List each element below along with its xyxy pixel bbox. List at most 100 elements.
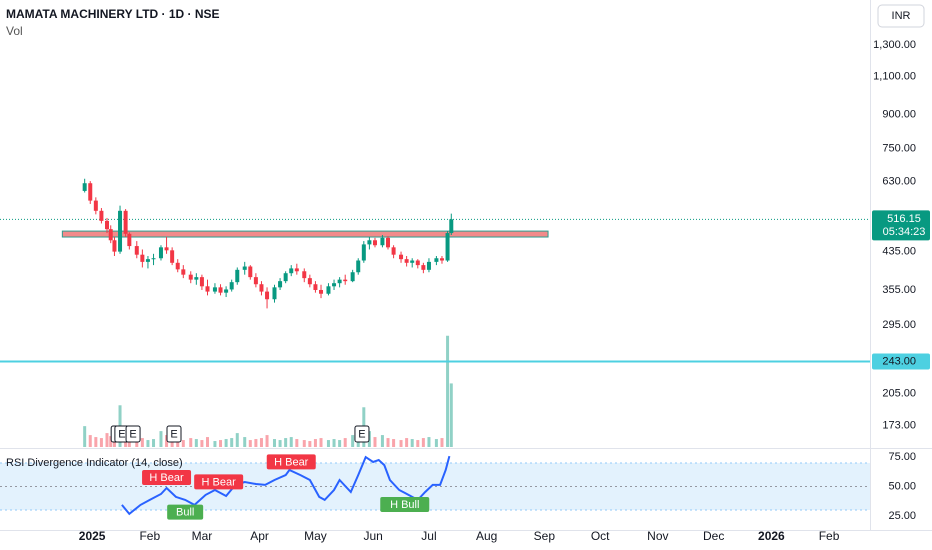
volume-bar — [302, 440, 306, 447]
candle-body — [140, 254, 145, 262]
volume-bar — [194, 439, 198, 447]
volume-bar — [248, 440, 252, 447]
y-tick-label: 75.00 — [888, 451, 916, 463]
candle-body — [313, 284, 318, 290]
candle-body — [439, 258, 444, 261]
candle-body — [289, 268, 294, 274]
y-tick-label: 630.00 — [882, 176, 916, 188]
candle-body — [337, 279, 342, 284]
signal-label: H Bull — [390, 499, 419, 511]
event-marker — [354, 425, 370, 443]
event-label: E — [118, 428, 125, 440]
volume-bar — [434, 439, 438, 447]
candle-body — [343, 279, 348, 282]
signal-label: H Bear — [149, 472, 184, 484]
volume-bar — [351, 435, 355, 447]
x-tick-label: Jul — [421, 529, 436, 543]
signal-box — [380, 496, 430, 512]
volume-bar — [343, 438, 347, 447]
volume-bar — [83, 426, 87, 447]
volume-bar — [159, 431, 163, 447]
volume-bar — [152, 439, 156, 447]
volume-bar — [440, 438, 444, 447]
rsi-line — [121, 455, 451, 516]
y-tick-label: 205.00 — [882, 388, 916, 400]
volume-bar — [332, 439, 336, 447]
y-tick-label: 435.00 — [882, 246, 916, 258]
candle-body — [319, 289, 324, 294]
candle-body — [181, 269, 186, 275]
y-tick-label: 295.00 — [882, 319, 916, 331]
currency-box[interactable] — [877, 4, 925, 28]
candle-body — [265, 291, 270, 300]
volume-bar — [140, 438, 144, 447]
volume-bar — [373, 437, 377, 447]
candle-body — [434, 258, 439, 262]
candle-body — [380, 237, 385, 246]
x-tick-label: Mar — [192, 529, 213, 543]
last-price-label: 516.15 — [887, 213, 921, 225]
currency[interactable]: INR — [892, 10, 911, 22]
volume-bar — [219, 440, 223, 447]
volume-bar — [289, 437, 293, 447]
volume-bar — [338, 440, 342, 447]
candle-body — [93, 200, 98, 211]
volume-bar — [213, 441, 217, 447]
price-label: 243.00 — [882, 355, 916, 367]
candle-body — [235, 269, 240, 283]
candle-body — [242, 266, 247, 270]
candle-body — [350, 272, 355, 282]
event-label: E — [358, 428, 365, 440]
candle-body — [82, 183, 87, 191]
candle-body — [218, 287, 223, 293]
volume-bar — [176, 439, 180, 447]
candle-body — [118, 210, 123, 252]
volume-bar — [170, 438, 174, 447]
signal-label: H Bear — [202, 476, 237, 488]
volume-bar — [135, 439, 139, 447]
candle-body — [361, 244, 366, 261]
event-marker — [166, 425, 182, 443]
candle-body — [123, 210, 128, 234]
volume-bar — [259, 438, 263, 447]
volume-bar — [405, 438, 409, 447]
volume-bar — [181, 440, 185, 447]
signal-label: Bull — [176, 506, 194, 518]
volume-bar — [410, 439, 414, 447]
candle-body — [248, 266, 253, 278]
candle-body — [175, 262, 180, 270]
candle-body — [356, 260, 361, 273]
x-tick-label: Feb — [819, 529, 840, 543]
volume-bar — [295, 439, 299, 447]
y-tick-label: 1,100.00 — [873, 70, 916, 82]
signal-box — [266, 454, 316, 470]
x-tick-label: Nov — [647, 529, 668, 543]
candle-body — [283, 273, 288, 282]
volume-bar — [94, 437, 98, 447]
y-tick-label: 50.00 — [888, 480, 916, 492]
volume-bar — [427, 437, 431, 447]
candle-body — [108, 229, 113, 241]
candle-body — [415, 260, 420, 266]
candle-body — [229, 282, 234, 290]
y-tick-label: 25.00 — [888, 510, 916, 522]
x-tick-label: 2026 — [758, 529, 785, 543]
candle-body — [145, 259, 150, 262]
resistance-zone — [61, 230, 549, 238]
x-tick-label: Aug — [476, 529, 497, 543]
volume-bar — [99, 438, 103, 447]
mark-layer — [82, 178, 454, 516]
candle-body — [391, 247, 396, 255]
signal-box — [194, 474, 244, 490]
event-marker — [125, 425, 141, 443]
volume-bar — [399, 440, 403, 447]
candle-body — [332, 283, 337, 287]
candle-body — [302, 271, 307, 279]
candle-body — [194, 277, 199, 280]
candle-body — [188, 274, 193, 280]
volume-bar — [105, 433, 109, 447]
volume-bar — [380, 435, 384, 447]
countdown: 05:34:23 — [883, 226, 926, 238]
candle-body — [294, 268, 299, 272]
